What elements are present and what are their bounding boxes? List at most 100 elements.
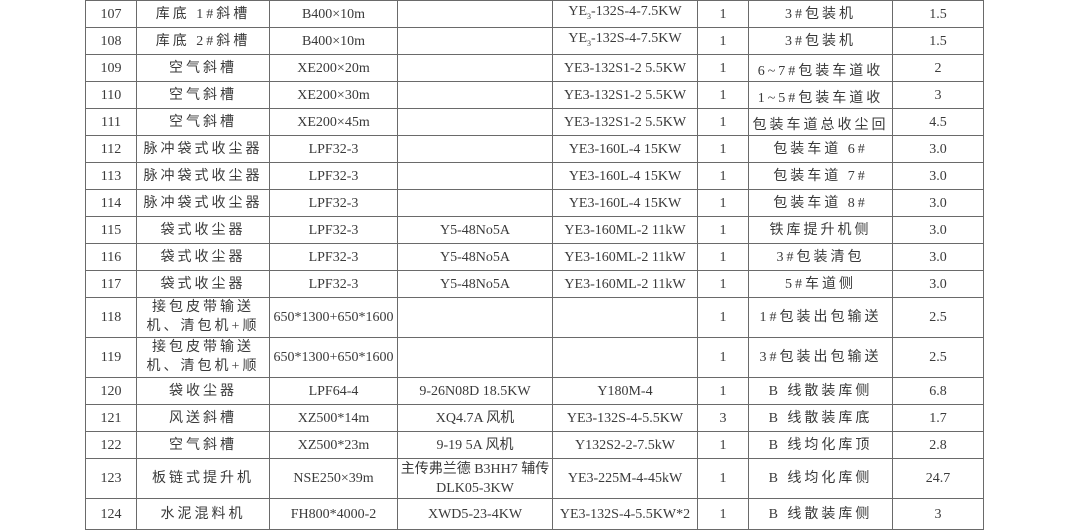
cell-value: 3 — [892, 81, 984, 109]
location-text: 3#包装清包 — [776, 249, 865, 265]
motor-model-text: YE3-132S1-2 5.5KW — [563, 114, 687, 130]
cell-fan-model — [397, 297, 553, 338]
cell-equipment-name: 袋式收尘器 — [136, 243, 270, 271]
motor-subscript: 3 — [587, 38, 592, 48]
cell-location: 3#包装机 — [748, 27, 893, 55]
cell-specification: LPF32-3 — [269, 216, 398, 244]
cell-value: 24.7 — [892, 458, 984, 499]
cell-location: 1#包装出包输送 — [748, 297, 893, 338]
cell-row-number: 113 — [85, 162, 137, 190]
cell-motor-model: Y132S2-2-7.5kW — [552, 431, 698, 459]
location-text: B 线散装库侧 — [768, 506, 873, 522]
cell-value: 1.5 — [892, 0, 984, 28]
equipment-name-text: 空气斜槽 — [169, 437, 237, 453]
cell-quantity: 1 — [697, 216, 749, 244]
cell-equipment-name: 空气斜槽 — [136, 431, 270, 459]
cell-equipment-name: 接包皮带输送机、清包机+顺包机 — [136, 337, 270, 378]
cell-value: 4.5 — [892, 108, 984, 136]
value-text: 24.7 — [925, 471, 951, 486]
quantity-text: 1 — [719, 33, 727, 49]
cell-fan-model: 9-19 5A 风机 — [397, 431, 553, 459]
cell-quantity: 1 — [697, 498, 749, 530]
cell-value: 3.0 — [892, 189, 984, 217]
value-text: 3.0 — [929, 276, 947, 292]
cell-value: 3 — [892, 498, 984, 530]
location-text: 1#包装出包输送 — [759, 310, 882, 325]
fan-model-text: 主传弗兰德 B3HH7 辅传 DLK05-3KW — [400, 461, 550, 496]
cell-location: B 线均化库顶 — [748, 431, 893, 459]
value-text: 3.0 — [929, 168, 947, 184]
cell-motor-model: YE3-160L-4 15KW — [552, 135, 698, 163]
cell-row-number: 109 — [85, 54, 137, 82]
cell-motor-model: YE3-132S1-2 5.5KW — [552, 108, 698, 136]
cell-quantity: 1 — [697, 54, 749, 82]
table-row: 121 风送斜槽 XZ500*14m XQ4.7A 风机 YE3-132S-4-5.5K… — [85, 404, 984, 432]
cell-motor-model: YE3-160ML-2 11kW — [552, 216, 698, 244]
cell-equipment-name: 接包皮带输送机、清包机+顺包机 — [136, 297, 270, 338]
quantity-text: 1 — [719, 114, 727, 130]
location-text: B 线散装库底 — [768, 410, 873, 426]
cell-row-number: 112 — [85, 135, 137, 163]
value-text: 6.8 — [929, 383, 947, 399]
cell-motor-model — [552, 337, 698, 378]
table-row: 119 接包皮带输送机、清包机+顺包机 650*1300+650*1600 1 3#包装… — [85, 337, 984, 378]
quantity-text: 1 — [719, 471, 727, 486]
fan-model-text: XQ4.7A 风机 — [435, 410, 515, 426]
cell-quantity: 1 — [697, 377, 749, 405]
cell-row-number: 123 — [85, 458, 137, 499]
cell-quantity: 1 — [697, 270, 749, 298]
cell-motor-model: Y180M-4 — [552, 377, 698, 405]
value-text: 1.5 — [929, 6, 947, 22]
motor-model-text: YE3-132S1-2 5.5KW — [563, 87, 687, 103]
row-number-text: 117 — [100, 276, 122, 292]
cell-location: 6~7#包装车道收尘回料 — [748, 54, 893, 82]
table-row: 114 脉冲袋式收尘器 LPF32-3 YE3-160L-4 15KW 1 包装车道 8#… — [85, 189, 984, 217]
cell-row-number: 111 — [85, 108, 137, 136]
cell-motor-model: YE3-132S-4-5.5KW — [552, 404, 698, 432]
fan-model-text: Y5-48No5A — [440, 276, 510, 292]
cell-specification: XE200×20m — [269, 54, 398, 82]
cell-equipment-name: 脉冲袋式收尘器 — [136, 189, 270, 217]
cell-row-number: 121 — [85, 404, 137, 432]
location-text: 3#包装机 — [785, 6, 856, 22]
cell-specification: XZ500*14m — [269, 404, 398, 432]
value-text: 2.5 — [929, 350, 947, 365]
row-number-text: 109 — [100, 60, 122, 76]
specification-text: 650*1300+650*1600 — [273, 350, 394, 365]
motor-subscript: 3 — [587, 11, 592, 21]
cell-specification: LPF64-4 — [269, 377, 398, 405]
row-number-text: 113 — [100, 168, 122, 184]
cell-motor-model: YE3-132S-4-7.5KW — [552, 27, 698, 55]
equipment-name-text: 脉冲袋式收尘器 — [143, 195, 263, 211]
quantity-text: 1 — [719, 222, 727, 238]
row-number-text: 124 — [100, 506, 122, 522]
specification-text: B400×10m — [301, 6, 366, 22]
cell-location: 包装车道总收尘回料 — [748, 108, 893, 136]
cell-location: 包装车道 6# — [748, 135, 893, 163]
specification-text: LPF32-3 — [308, 249, 359, 265]
motor-model-text: YE3-160ML-2 11kW — [564, 276, 686, 292]
cell-specification: B400×10m — [269, 27, 398, 55]
location-text: B 线均化库侧 — [768, 471, 873, 486]
cell-row-number: 118 — [85, 297, 137, 338]
cell-value: 2.5 — [892, 297, 984, 338]
cell-value: 3.0 — [892, 270, 984, 298]
cell-motor-model: YE3-160L-4 15KW — [552, 162, 698, 190]
table-row: 110 空气斜槽 XE200×30m YE3-132S1-2 5.5KW 1 1~5#包装… — [85, 81, 984, 109]
cell-row-number: 117 — [85, 270, 137, 298]
equipment-name-text: 脉冲袋式收尘器 — [143, 141, 263, 157]
cell-row-number: 120 — [85, 377, 137, 405]
cell-location: 3#包装机 — [748, 0, 893, 28]
cell-value: 3.0 — [892, 243, 984, 271]
cell-specification: LPF32-3 — [269, 189, 398, 217]
motor-suffix: -132S-4-7.5KW — [591, 4, 682, 20]
location-text: 3#包装出包输送 — [759, 350, 882, 365]
value-text: 3.0 — [929, 222, 947, 238]
table-row: 120 袋收尘器 LPF64-4 9-26N08D 18.5KW Y180M-4 1 B 线… — [85, 377, 984, 405]
row-number-text: 120 — [100, 383, 122, 399]
motor-prefix: YE — [568, 4, 588, 20]
cell-fan-model: Y5-48No5A — [397, 243, 553, 271]
location-text: 包装车道 6# — [773, 141, 868, 157]
equipment-name-text: 板链式提升机 — [152, 471, 254, 486]
cell-fan-model: XQ4.7A 风机 — [397, 404, 553, 432]
